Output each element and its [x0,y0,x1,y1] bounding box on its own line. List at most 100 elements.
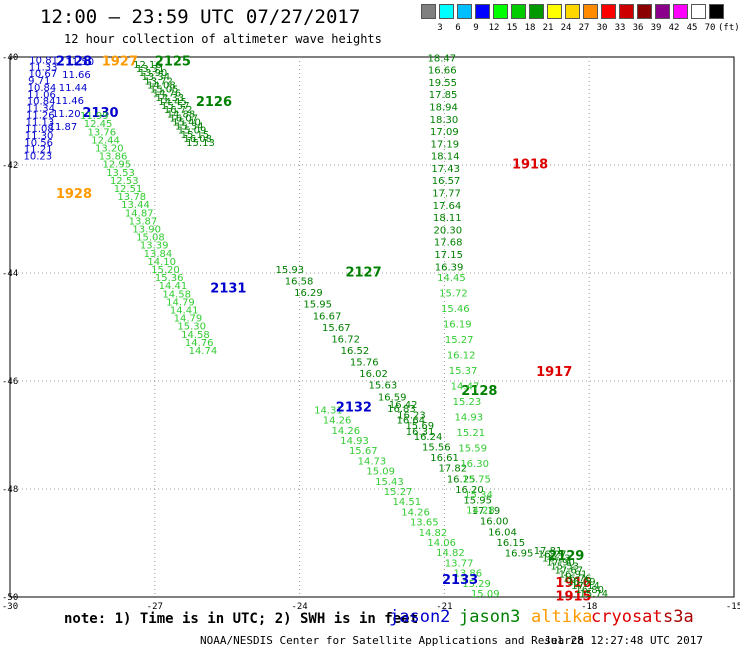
swh-value: 16.95 [505,549,534,560]
swh-value: 12.45 [84,119,113,130]
swh-value: 14.79 [174,314,203,325]
swh-value: 16.24 [414,432,443,443]
swh-value: 13.39 [140,241,169,252]
swh-value: 15.93 [275,265,304,276]
swh-value: 13.31 [136,64,165,75]
swh-value: 15.27 [445,335,474,346]
swh-value: 16.67 [313,311,342,322]
swh-value: 16.08 [183,134,212,145]
swh-value: 13.77 [445,558,474,569]
swh-value: 16.30 [460,459,489,470]
swh-value: 11.87 [49,122,78,133]
swh-value: 16.19 [443,320,472,331]
scale-swatch [475,4,490,19]
swh-value: 14.41 [159,281,188,292]
lon-tick-label: -27 [147,602,163,612]
swh-value: 11.30 [25,131,54,142]
swh-value: 14.88 [167,109,196,120]
swh-value: 15.20 [151,265,180,276]
swh-value: 11.08 [25,124,54,135]
swh-value: 14.74 [189,346,218,357]
swh-value: 14.08 [147,80,176,91]
pass-label: 1917 [536,365,572,380]
swh-value: 12.95 [102,160,131,171]
swh-value: 15.57 [161,101,190,112]
swh-value: 10.84 [28,83,57,94]
swh-value: 16.29 [294,288,323,299]
scale-swatch [511,4,526,19]
lat-lon-grid [9,56,735,598]
scale-label: 27 [578,23,590,33]
swh-value: 15.30 [177,322,206,333]
swh-value: 16.61 [430,453,459,464]
swh-value: 14.33 [155,93,184,104]
pass-label: 2127 [345,265,381,280]
swh-value: 16.42 [389,400,418,411]
swh-value: 16.72 [331,334,360,345]
swh-value: 13.86 [454,569,483,580]
swh-value: 20.30 [433,225,462,236]
pass-label: 2126 [196,95,232,110]
swh-value: 11.21 [24,145,53,156]
scale-swatch [565,4,580,19]
swh-value: 17.85 [429,90,458,101]
swh-value: 13.86 [99,152,128,163]
swh-value: 11.66 [62,70,91,81]
swh-value: 15.69 [405,421,434,432]
swh-value: 13.78 [117,192,146,203]
swh-value: 15.67 [349,446,378,457]
pass-label: 1928 [56,187,92,202]
swh-value: 15.63 [369,381,398,392]
scale-label: 24 [560,23,572,33]
swh-value: 17.77 [432,189,461,200]
swh-value: 15.09 [178,126,207,137]
scale-swatch [601,4,616,19]
satellite-legend-s3a: s3a [663,607,694,627]
swh-value: 14.58 [162,289,191,300]
pass-label: 2132 [336,400,372,415]
swh-value: 13.34 [141,72,170,83]
swh-value: 15.21 [456,428,485,439]
swh-value: 17.68 [434,238,463,249]
swh-value: 14.82 [436,548,465,559]
swh-value: 16.52 [341,346,370,357]
swh-value: 17.90 [546,558,575,569]
swh-value: 14.79 [166,297,195,308]
scale-swatch [493,4,508,19]
swh-value: 15.36 [155,273,184,284]
scale-swatch [439,4,454,19]
swh-value: 16.83 [387,404,416,415]
swh-value: 15.05 [150,85,179,96]
swh-value: 18.14 [431,152,460,163]
swh-value: 11.44 [59,83,88,94]
scale-label: 15 [506,23,518,33]
scale-label: 18 [524,23,536,33]
swh-value: 14.76 [185,338,214,349]
swh-value: 15.72 [439,289,468,300]
swh-value: 12.16 [133,60,162,71]
swh-value: 16.09 [567,577,596,588]
lon-tick-label: -18 [581,602,597,612]
scale-label: 42 [668,23,680,33]
swh-value: 15.29 [462,579,491,590]
swh-value: 17.64 [433,201,462,212]
scale-label: 70 [704,23,716,33]
swh-value: 16.07 [169,113,198,124]
satellite-legend-cryosat: cryosat [591,607,663,627]
swh-value: 16.25 [447,474,476,485]
swh-value: 15.95 [463,495,492,506]
swh-value: 14.93 [455,412,484,423]
swh-value: 9.71 [28,76,50,87]
swh-value: 16.72 [164,105,193,116]
pass-label: 1915 [555,589,591,604]
swh-value: 16.04 [488,527,517,538]
swh-value: 17.15 [434,250,463,261]
satellite-legend-altika: altika [531,607,593,627]
swh-value: 16.23 [542,554,571,565]
generation-timestamp: Jul 28 12:27:48 UTC 2017 [544,634,703,647]
swh-value: 16.23 [397,411,426,422]
swh-value: 16.59 [378,392,407,403]
lat-tick-label: -50 [2,593,18,603]
swh-value: 16.27 [538,550,567,561]
